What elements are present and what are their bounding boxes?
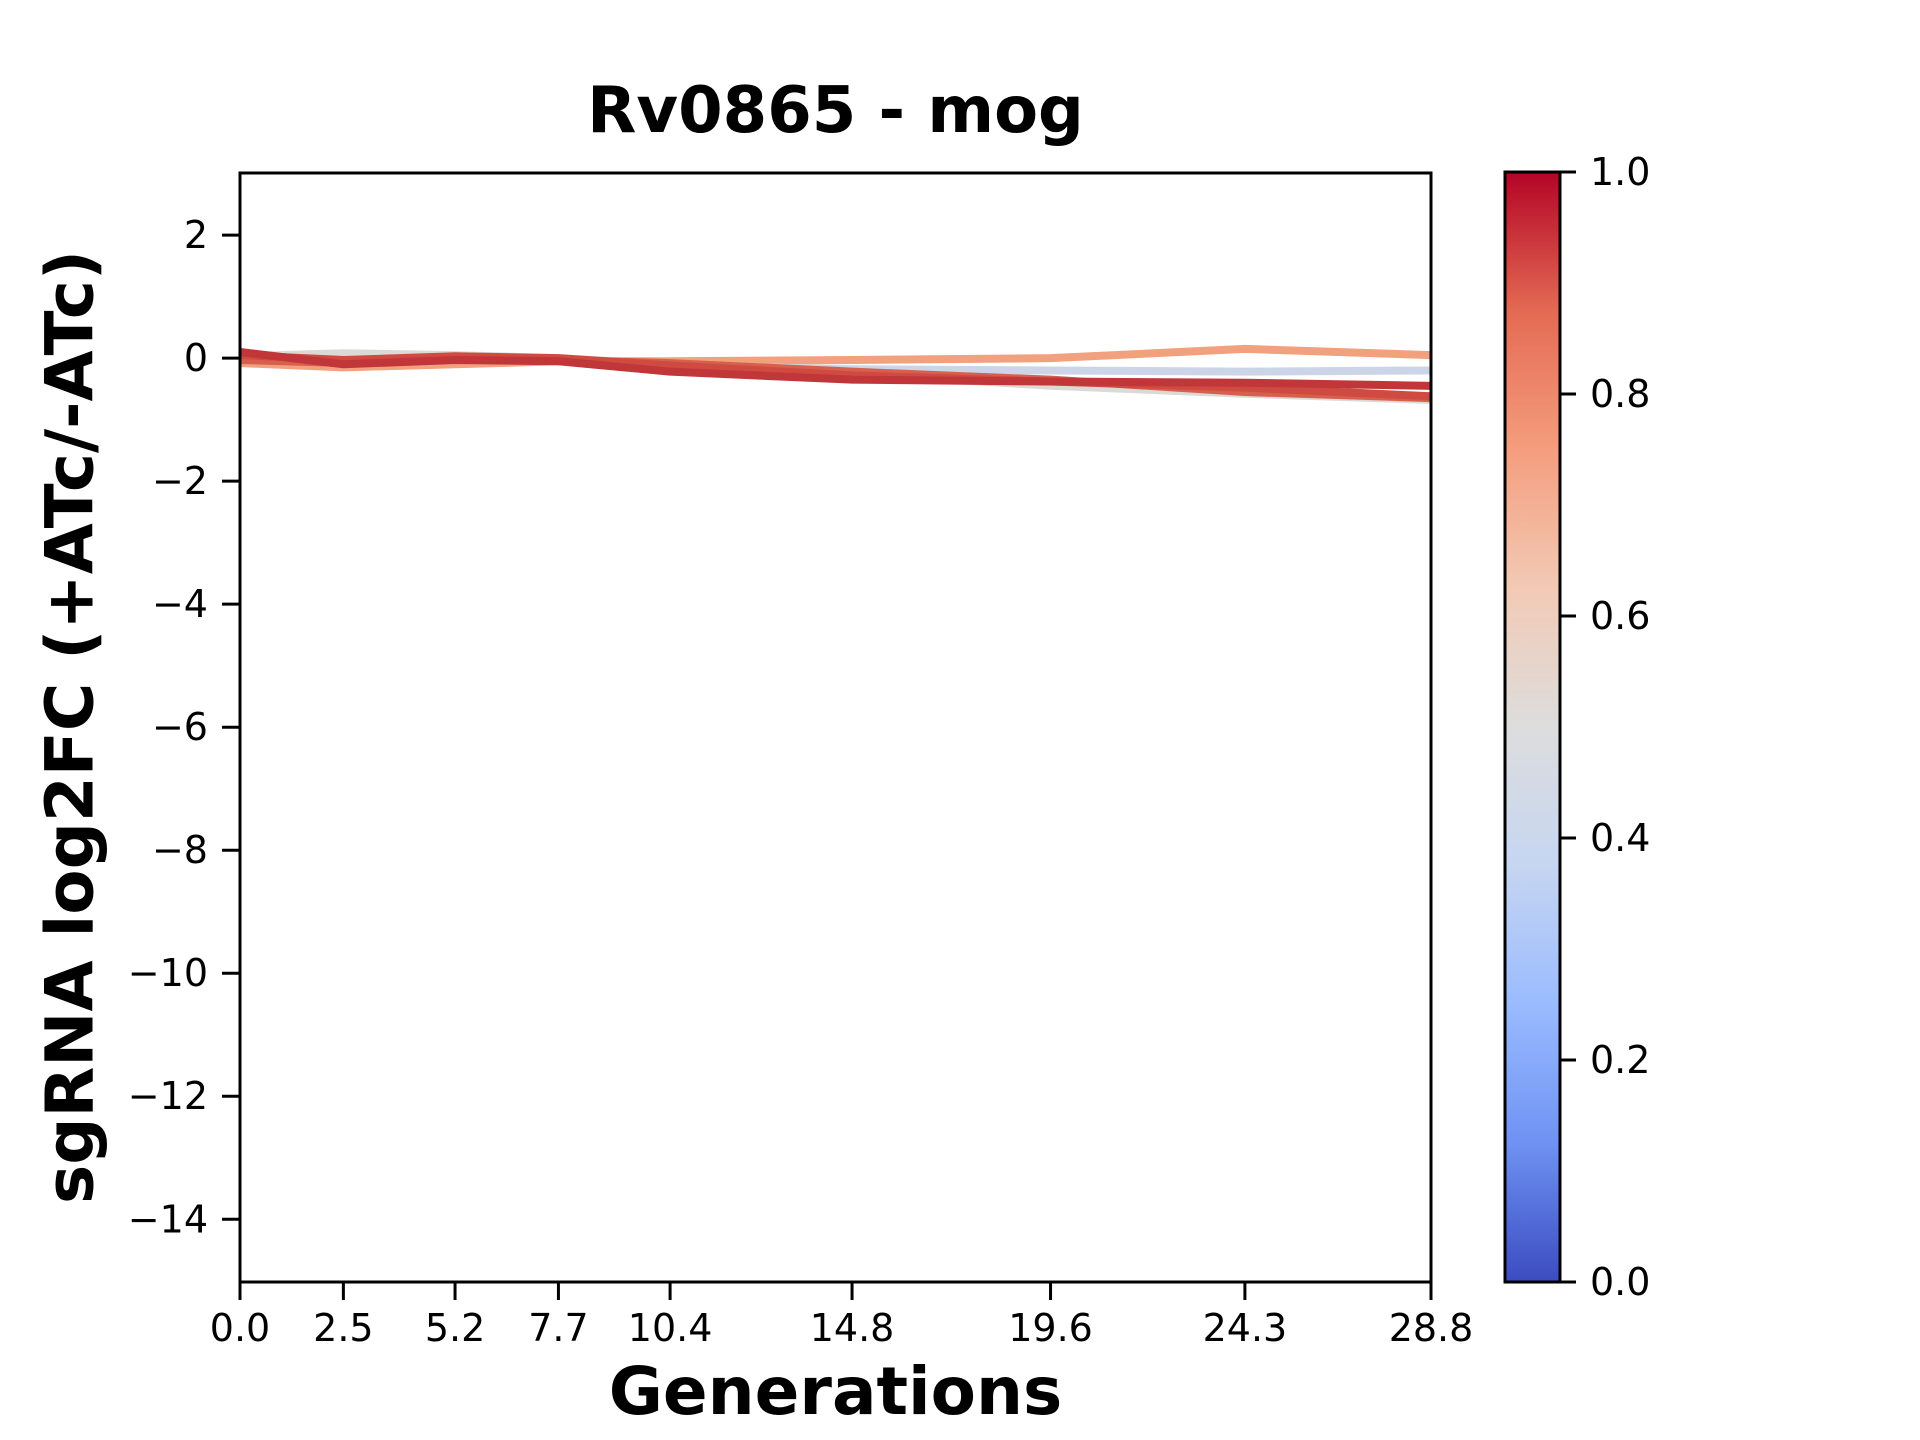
y-tick-label: 0: [184, 336, 208, 380]
y-tick-label: −2: [152, 459, 208, 503]
y-tick-label: −12: [128, 1074, 208, 1118]
y-tick-label: −10: [128, 951, 208, 995]
x-tick-label: 10.4: [628, 1306, 713, 1350]
colorbar-tick-label: 0.0: [1590, 1260, 1650, 1304]
x-tick-label: 2.5: [313, 1306, 373, 1350]
y-tick-label: 2: [184, 213, 208, 257]
x-tick-label: 0.0: [210, 1306, 270, 1350]
x-tick-label: 7.7: [528, 1306, 588, 1350]
colorbar-tick-label: 0.2: [1590, 1038, 1650, 1082]
plot-frame: [238, 171, 1433, 1284]
colorbar-tick-label: 0.4: [1590, 816, 1650, 860]
x-axis-label: Generations: [608, 1353, 1063, 1430]
y-tick-label: −6: [152, 705, 208, 749]
colorbar-tick-label: 1.0: [1590, 150, 1650, 194]
y-tick-label: −14: [128, 1197, 208, 1241]
series-line-sgRNA-red-dark: [239, 348, 1432, 390]
colorbar-tick-label: 0.8: [1590, 372, 1650, 416]
y-tick-label: −4: [152, 582, 208, 626]
x-tick-label: 14.8: [810, 1306, 895, 1350]
colorbar: [1505, 172, 1560, 1282]
x-tick-label: 5.2: [425, 1306, 485, 1350]
x-tick-label: 24.3: [1203, 1306, 1288, 1350]
y-tick-label: −8: [152, 828, 208, 872]
x-tick-label: 28.8: [1389, 1306, 1474, 1350]
chart-title: Rv0865 - mog: [587, 74, 1084, 148]
colorbar-frame: [1503, 170, 1562, 1284]
x-tick-label: 19.6: [1008, 1306, 1093, 1350]
colorbar-tick-label: 0.6: [1590, 594, 1650, 638]
y-axis-label: sgRNA log2FC (+ATc/-ATc): [31, 249, 109, 1205]
